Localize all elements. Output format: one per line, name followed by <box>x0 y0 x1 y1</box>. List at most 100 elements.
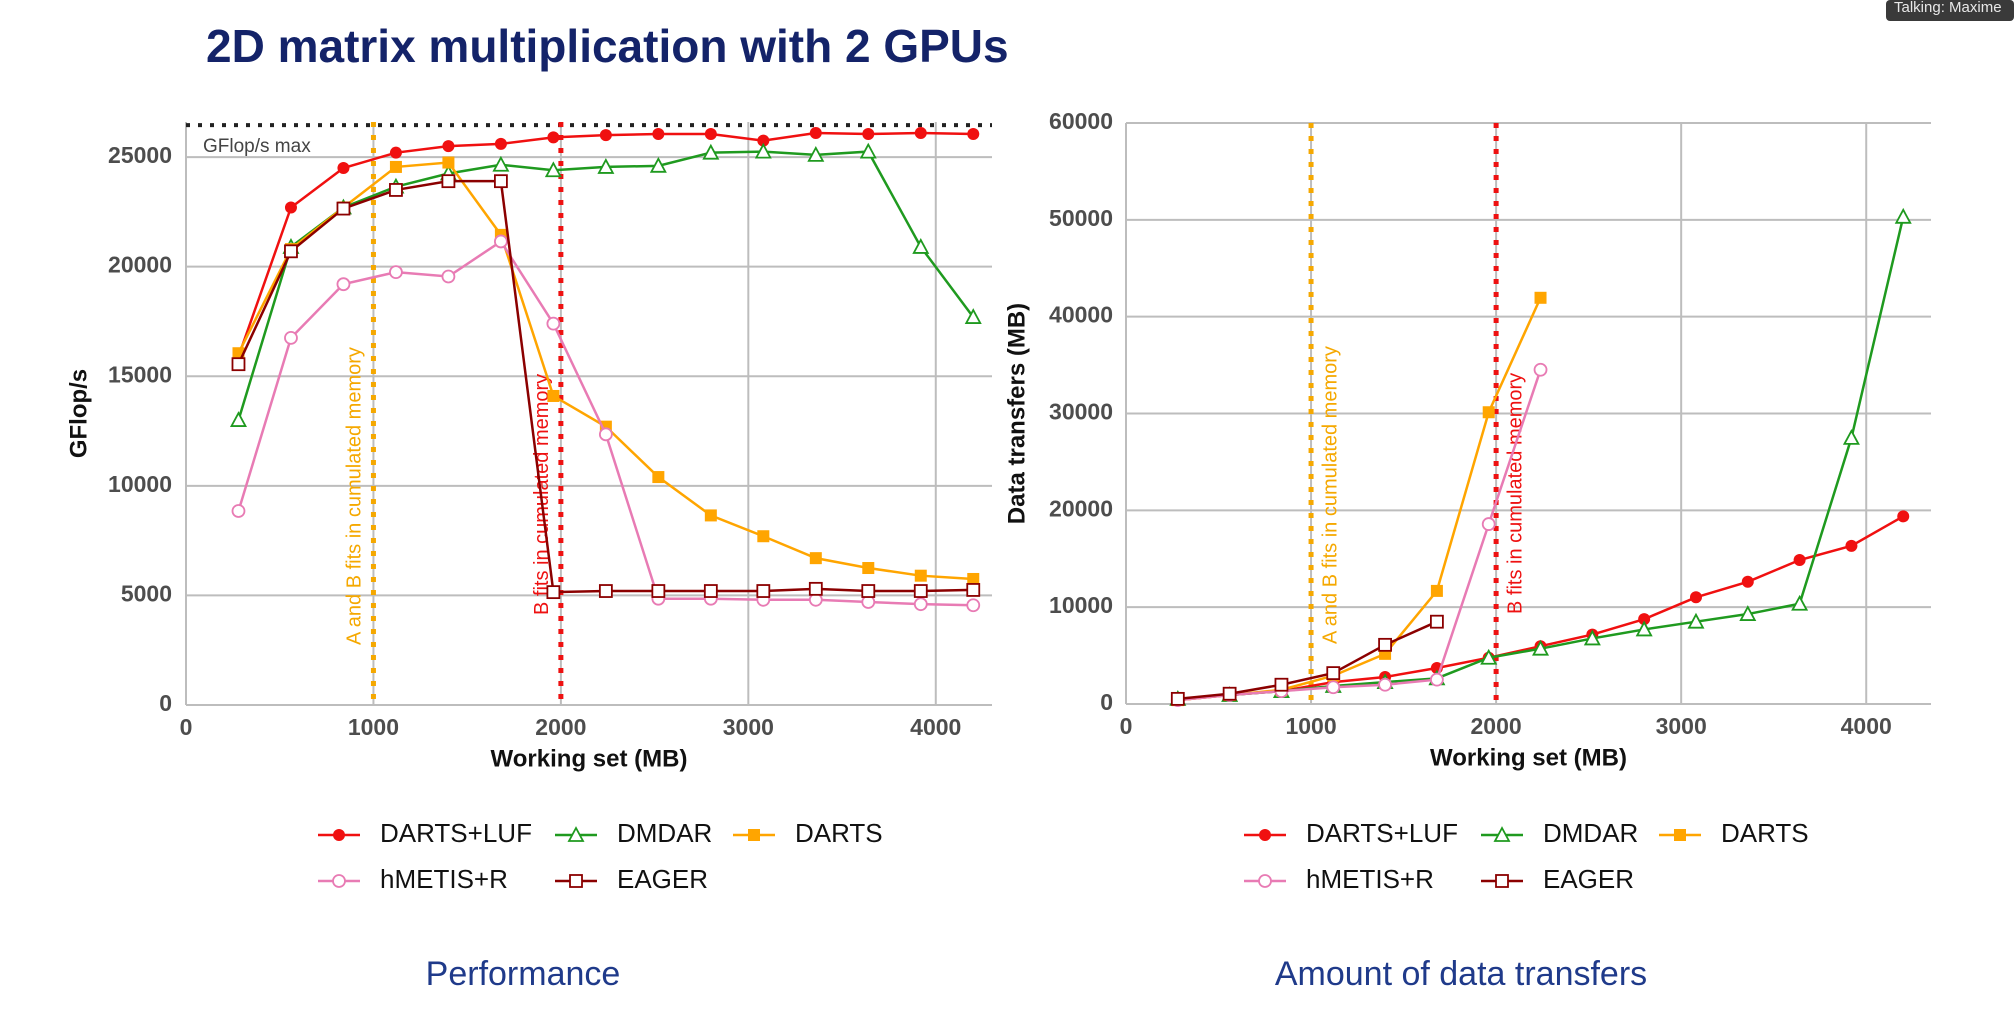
marker <box>546 316 561 331</box>
marker <box>862 128 875 141</box>
marker <box>1689 591 1702 604</box>
legend-marker <box>748 829 760 841</box>
marker <box>756 584 771 598</box>
marker <box>546 585 561 600</box>
marker <box>967 128 980 141</box>
x-tick-label: 0 <box>1120 713 1133 739</box>
marker <box>1793 554 1806 567</box>
marker <box>754 142 772 159</box>
marker <box>649 156 667 173</box>
marker <box>1741 575 1754 588</box>
series-line <box>1177 216 1905 701</box>
marker <box>1894 207 1912 224</box>
legend-label: DARTS+LUF <box>380 818 532 848</box>
marker <box>1482 406 1495 419</box>
marker <box>1378 677 1392 692</box>
series-line <box>1177 297 1542 702</box>
marker <box>1583 629 1601 646</box>
x-axis-title: Working set (MB) <box>1430 744 1627 771</box>
marker <box>284 244 298 259</box>
marker <box>861 584 876 598</box>
legend-marker <box>1495 874 1509 888</box>
marker <box>389 265 403 280</box>
x-axis-title: Working set (MB) <box>491 745 688 772</box>
series-line <box>1177 369 1542 702</box>
legend-marker <box>569 874 583 888</box>
legend-marker <box>332 874 346 888</box>
y-tick-label: 30000 <box>1049 399 1113 425</box>
legend-label: hMETIS+R <box>380 864 508 894</box>
marker <box>544 161 562 178</box>
marker <box>441 269 456 284</box>
y-tick-label: 50000 <box>1049 205 1113 231</box>
marker <box>231 357 246 372</box>
marker <box>1533 362 1548 377</box>
y-tick-label: 60000 <box>1049 108 1113 134</box>
marker <box>389 160 402 173</box>
y-tick-label: 40000 <box>1049 302 1113 328</box>
chart: 0 10000 20000 30000 40000 50000 60000 0 1000 2000… <box>1003 108 1931 993</box>
marker <box>702 143 720 160</box>
marker <box>757 134 770 147</box>
marker <box>757 530 770 543</box>
marker <box>1635 620 1653 637</box>
marker <box>598 427 613 442</box>
marker <box>808 581 823 596</box>
marker <box>651 584 666 598</box>
marker <box>284 201 297 214</box>
marker <box>913 584 928 598</box>
speaker-badge: Talking: Maxime <box>1894 0 2002 16</box>
x-tick-label: 1000 <box>1285 713 1336 739</box>
marker <box>1845 539 1858 552</box>
threshold-label: A and B fits in cumulated memory <box>344 347 366 645</box>
y-axis-title: Data transfers (MB) <box>1003 303 1030 524</box>
marker <box>1480 648 1498 665</box>
marker <box>704 128 717 141</box>
marker <box>547 131 560 144</box>
marker <box>1326 680 1341 695</box>
legend-label: DARTS+LUF <box>1306 818 1458 848</box>
legend-label: EAGER <box>1543 864 1634 894</box>
marker <box>1170 691 1185 706</box>
marker <box>494 234 508 249</box>
marker <box>1897 510 1910 523</box>
legend-label: DMDAR <box>617 818 712 848</box>
marker <box>652 471 665 484</box>
marker <box>966 598 981 613</box>
marker <box>967 572 980 585</box>
x-tick-label: 3000 <box>1656 713 1707 739</box>
marker <box>336 277 351 292</box>
marker <box>703 584 718 598</box>
y-tick-label: 25000 <box>108 142 172 168</box>
x-tick-label: 1000 <box>348 714 399 740</box>
marker <box>859 142 877 159</box>
marker <box>336 201 351 216</box>
legend-label: DMDAR <box>1543 818 1638 848</box>
max-line-label: GFlop/s max <box>203 136 311 157</box>
marker <box>914 569 927 582</box>
y-tick-label: 20000 <box>108 252 172 278</box>
y-tick-label: 5000 <box>121 580 172 606</box>
marker <box>337 162 350 175</box>
threshold-label: A and B fits in cumulated memory <box>1319 346 1341 644</box>
marker <box>704 509 717 522</box>
y-tick-label: 20000 <box>1049 495 1113 521</box>
marker <box>1481 517 1496 531</box>
legend-label: DARTS <box>1721 818 1809 848</box>
marker <box>389 183 403 197</box>
marker <box>441 174 456 189</box>
y-tick-label: 0 <box>159 690 172 716</box>
marker <box>1378 637 1392 652</box>
marker <box>1429 614 1444 629</box>
marker <box>494 174 508 189</box>
x-tick-label: 4000 <box>910 714 961 740</box>
marker <box>1638 613 1651 626</box>
y-tick-label: 10000 <box>108 471 172 497</box>
x-tick-label: 3000 <box>723 714 774 740</box>
marker <box>1687 612 1705 629</box>
marker <box>284 330 298 345</box>
x-tick-label: 0 <box>180 714 193 740</box>
legend-marker <box>1259 829 1271 841</box>
marker <box>442 156 455 169</box>
